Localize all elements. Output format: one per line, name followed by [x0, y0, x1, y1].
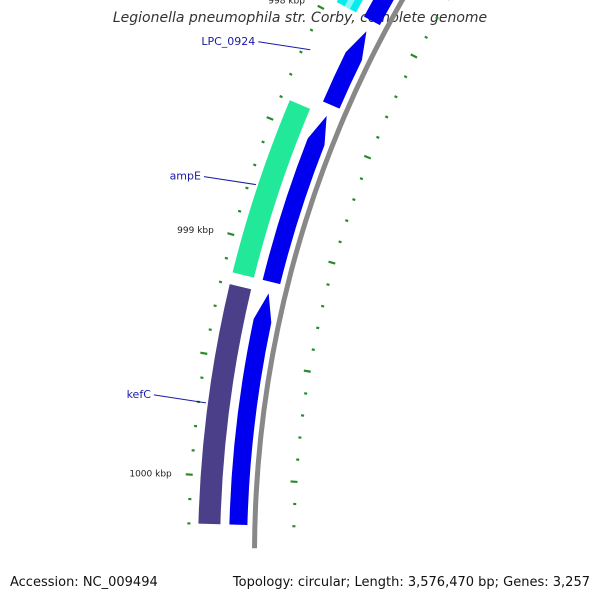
outer-scale-tick: [208, 328, 212, 331]
gene-label-kefC[interactable]: kefC: [127, 388, 152, 401]
outer-scale-tick: [213, 304, 217, 308]
genome-backbone: [252, 0, 406, 549]
inner-scale-tick: [363, 154, 372, 160]
inner-scale-tick: [352, 198, 356, 202]
inner-scale-tick: [376, 135, 380, 139]
inner-scale-tick: [303, 369, 311, 373]
kbp-tick-label: 1000 kbp: [129, 470, 172, 480]
outer-scale-tick: [299, 50, 303, 54]
inner-scale-tick: [338, 240, 342, 244]
hit-highlight-aceE: [344, 0, 355, 10]
ring-layer: [252, 0, 450, 549]
kbp-tick-label: 998 kbp: [268, 0, 305, 7]
outer-scale-tick: [317, 4, 325, 11]
gene-leader-kefC: [153, 394, 206, 404]
cds-arrow-ampE: [262, 115, 327, 285]
inner-scale-tick: [410, 53, 418, 59]
inner-scale-tick: [435, 16, 439, 20]
ruler-layer: 993 kbp994 kbp995 kbp996 kbp997 kbp998 k…: [129, 0, 325, 525]
outer-scale-tick: [218, 280, 223, 284]
outer-scale-tick: [279, 95, 283, 99]
cds-arrow-aceE: [363, 0, 394, 26]
inner-scale-tick: [328, 260, 336, 265]
outer-scale-tick: [200, 351, 208, 355]
outer-scale-tick: [266, 116, 274, 121]
outer-scale-tick: [309, 28, 314, 32]
outer-scale-tick: [288, 72, 293, 76]
outer-scale-tick: [252, 163, 257, 167]
accession-text: Accession: NC_009494: [10, 575, 158, 590]
inner-scale-tick: [320, 304, 325, 308]
hit-band-kefC: [198, 284, 252, 525]
outer-scale-tick: [245, 186, 249, 190]
inner-scale-tick: [316, 326, 320, 330]
inner-scale-tick: [424, 35, 428, 40]
gene-leader-ampE: [203, 176, 257, 186]
inner-scale-tick: [403, 75, 408, 79]
hit-band-ampE: [232, 100, 311, 278]
gene-leader-LPC_0924: [258, 41, 311, 51]
feature-layer: [198, 0, 394, 525]
inner-scale-tick: [384, 115, 389, 119]
outer-scale-tick: [224, 256, 229, 260]
gene-label-ampE[interactable]: ampE: [170, 170, 201, 183]
genome-summary-text: Topology: circular; Length: 3,576,470 bp…: [232, 575, 590, 590]
cds-arrow-kefC: [229, 293, 272, 525]
gene-label-LPC_0924[interactable]: LPC_0924: [201, 35, 255, 48]
outer-scale-tick: [237, 209, 242, 213]
inner-scale-tick: [394, 95, 398, 99]
outer-scale-tick: [261, 140, 265, 144]
inner-scale-tick: [326, 283, 330, 287]
kbp-tick-label: 999 kbp: [177, 226, 214, 236]
inner-scale-tick: [344, 219, 349, 223]
outer-scale-tick: [227, 232, 235, 237]
inner-scale-tick: [359, 177, 364, 181]
inner-scale-tick: [311, 348, 315, 352]
cds-arrow-LPC_0924: [322, 31, 367, 109]
